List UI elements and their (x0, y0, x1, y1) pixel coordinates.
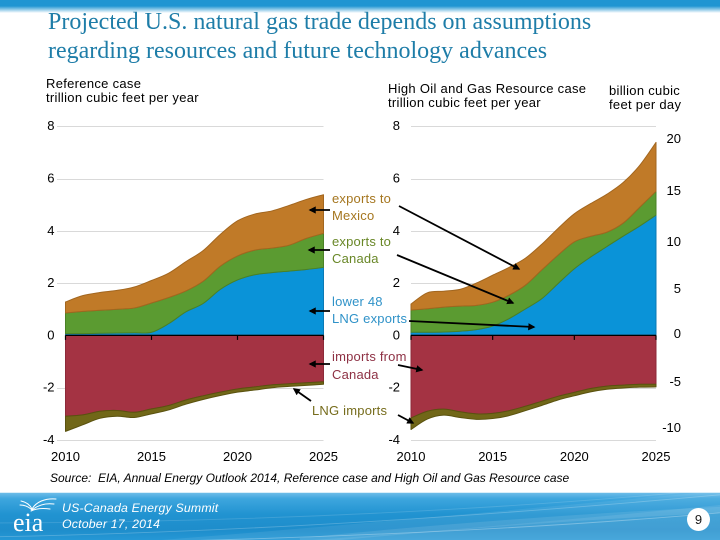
y-tick-label: 6 (393, 171, 400, 186)
eia-logo: eia (13, 498, 57, 537)
y-tick-label: 4 (393, 223, 400, 238)
annotation-arrow (292, 388, 312, 402)
label-lower-48-lng-exports: lower 48 LNG exports (332, 293, 407, 328)
x-tick-label: 2015 (137, 449, 166, 464)
area-lng-imports (65, 381, 324, 432)
label-exports-to-canada: exports to Canada (332, 233, 391, 268)
label-line: Canada (332, 251, 379, 266)
y-tick-label: 8 (47, 118, 54, 133)
slide-title: Projected U.S. natural gas trade depends… (48, 8, 708, 66)
left-chart-header: Reference case trillion cubic feet per y… (46, 76, 199, 106)
annotation-arrow (398, 205, 521, 270)
y-tick-label: 0 (47, 327, 54, 342)
label-line: Canada (332, 366, 379, 382)
x-tick-label: 2010 (397, 449, 426, 464)
annotation-arrow (397, 364, 424, 373)
bcf-tick-label: 5 (674, 281, 681, 296)
right-axis-unit: billion cubic feet per day (609, 83, 682, 113)
top-accent-bar (0, 0, 720, 13)
right-chart-unit: trillion cubic feet per year (388, 95, 541, 111)
y-tick-label: -2 (43, 380, 55, 395)
annotation-arrow (396, 254, 515, 305)
area-exports-to-mexico (410, 141, 657, 311)
x-tick-label: 2020 (560, 449, 589, 464)
left-chart-title: Reference case (46, 76, 142, 91)
x-tick-label: 2020 (223, 449, 252, 464)
y-tick-label: 2 (47, 275, 54, 290)
y-tick-label: 8 (393, 118, 400, 133)
footer-event: US-Canada Energy Summit (62, 501, 219, 515)
footer-swoosh-decoration (0, 493, 720, 540)
annotation-arrow (397, 414, 415, 424)
label-exports-to-mexico: exports to Mexico (332, 190, 391, 225)
label-imports-from-canada: imports from Canada (332, 348, 407, 383)
label-line: exports to (332, 190, 392, 206)
bcf-tick-label: 15 (667, 183, 681, 198)
y-tick-label: 4 (47, 223, 54, 238)
label-line: imports from (332, 349, 407, 364)
label-line: Mexico (332, 208, 375, 223)
page-number-badge: 9 (687, 507, 710, 531)
y-tick-label: 2 (393, 275, 400, 290)
bcf-tick-label: -10 (662, 420, 681, 435)
bcf-tick-label: 0 (674, 326, 681, 341)
bcf-tick-label: -5 (669, 374, 681, 389)
right-axis-unit-line2: feet per day (609, 97, 682, 113)
y-tick-label: 6 (47, 171, 54, 186)
right-chart-title: High Oil and Gas Resource case (388, 81, 587, 96)
source-note: Source: EIA, Annual Energy Outlook 2014,… (50, 471, 570, 485)
right-axis-unit-line1: billion cubic (609, 83, 681, 98)
bcf-tick-label: 20 (667, 131, 681, 146)
slide-title-line2: regarding resources and future technolog… (48, 38, 548, 64)
y-tick-label: -4 (43, 432, 55, 447)
x-tick-label: 2010 (51, 449, 80, 464)
x-tick-label: 2025 (309, 449, 338, 464)
footer-text: US-Canada Energy Summit October 17, 2014 (62, 501, 218, 532)
label-line: lower 48 (332, 293, 383, 309)
area-lng-imports (410, 383, 657, 431)
x-tick-label: 2015 (478, 449, 507, 464)
footer-bar (0, 492, 720, 540)
label-line: LNG exports (332, 311, 408, 326)
label-line: LNG imports (312, 402, 388, 418)
label-line: exports to (332, 233, 392, 249)
area-imports-from-canada (65, 334, 324, 417)
y-tick-label: -2 (388, 380, 400, 395)
page-number: 9 (694, 511, 703, 527)
area-exports-to-mexico (65, 194, 324, 314)
footer-date: October 17, 2014 (62, 516, 161, 531)
chart-reference-case: 2010 2015 2020 2025 8 6 4 2 0 -2 -4 (43, 118, 338, 464)
bcf-tick-label: 10 (667, 234, 681, 249)
y-tick-label: -4 (388, 432, 400, 447)
right-chart-header: High Oil and Gas Resource case trillion … (388, 81, 587, 111)
annotation-arrow (408, 320, 536, 331)
eia-logo-text: eia (13, 508, 44, 537)
x-tick-label: 2025 (642, 449, 671, 464)
y-tick-label: 0 (393, 327, 400, 342)
label-lng-imports: LNG imports (312, 402, 387, 420)
left-chart-unit: trillion cubic feet per year (46, 90, 199, 106)
slide-title-line1: Projected U.S. natural gas trade depends… (48, 9, 592, 35)
